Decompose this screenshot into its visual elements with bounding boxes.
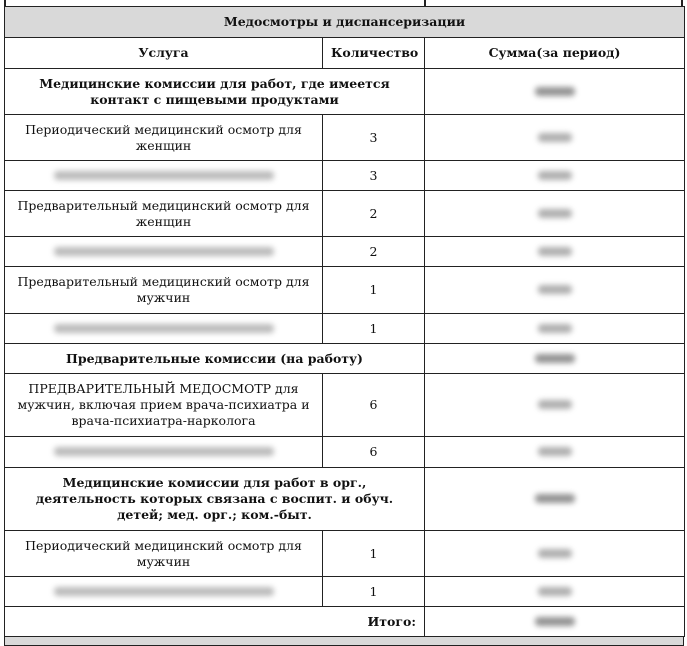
quantity-cell: 3 xyxy=(322,160,425,191)
table-row: 2 xyxy=(4,236,686,267)
sum-cell xyxy=(423,114,686,161)
quantity-cell: 1 xyxy=(322,313,425,344)
previous-table-edge xyxy=(4,0,683,6)
group-sum xyxy=(423,68,686,115)
redacted-sum xyxy=(537,447,572,456)
group-title: Медицинские комиссии для работ, где имее… xyxy=(4,68,425,115)
service-cell: Периодический медицинский осмотр для жен… xyxy=(4,114,323,161)
table-row: Предварительный медицинский осмотр для ж… xyxy=(4,190,686,237)
table-row: Периодический медицинский осмотр для муж… xyxy=(4,530,686,577)
group-sum xyxy=(423,343,686,374)
sum-cell xyxy=(423,530,686,577)
total-label: Итого: xyxy=(4,606,425,637)
sum-cell xyxy=(423,576,686,607)
redacted-sum xyxy=(537,246,572,256)
column-header-quantity: Количество xyxy=(322,37,425,69)
sum-cell xyxy=(423,313,686,344)
service-cell xyxy=(4,160,323,191)
redacted-sum xyxy=(537,132,572,142)
medical-services-table: Медосмотры и диспансеризации Услуга Коли… xyxy=(3,6,686,637)
redacted-name xyxy=(53,586,274,596)
table-row: 6 xyxy=(4,436,686,468)
redacted-name xyxy=(53,323,274,333)
service-cell xyxy=(4,576,323,607)
redacted-sum xyxy=(537,586,572,596)
group-sum xyxy=(423,467,686,531)
table-row: 1 xyxy=(4,313,686,344)
redacted-sum xyxy=(537,208,572,218)
next-section-edge xyxy=(4,636,684,646)
service-cell: Периодический медицинский осмотр для муж… xyxy=(4,530,323,577)
quantity-cell: 2 xyxy=(322,236,425,267)
sum-cell xyxy=(423,236,686,267)
redacted-sum xyxy=(534,86,575,96)
redacted-name xyxy=(53,447,274,456)
service-cell xyxy=(4,313,323,344)
table-row: 1 xyxy=(4,576,686,607)
quantity-cell: 3 xyxy=(322,114,425,161)
redacted-name xyxy=(53,246,274,256)
redacted-name xyxy=(53,170,274,180)
quantity-cell: 6 xyxy=(322,436,425,468)
column-header-service: Услуга xyxy=(4,37,323,69)
column-header-sum: Сумма(за период) xyxy=(423,37,686,69)
total-sum xyxy=(423,606,686,637)
group-row: Предварительные комиссии (на работу) xyxy=(4,343,686,374)
redacted-sum xyxy=(537,548,572,558)
table-row: ПРЕДВАРИТЕЛЬНЫЙ МЕДОСМОТР для мужчин, вк… xyxy=(4,373,686,437)
redacted-sum xyxy=(537,400,572,409)
quantity-cell: 2 xyxy=(322,190,425,237)
service-cell: Предварительный медицинский осмотр для ж… xyxy=(4,190,323,237)
sum-cell xyxy=(423,160,686,191)
sum-cell xyxy=(423,266,686,314)
quantity-cell: 1 xyxy=(322,530,425,577)
redacted-sum xyxy=(537,170,572,180)
redacted-sum xyxy=(534,494,575,503)
quantity-cell: 1 xyxy=(322,576,425,607)
group-row: Медицинские комиссии для работ, где имее… xyxy=(4,68,686,115)
table-row: Периодический медицинский осмотр для жен… xyxy=(4,114,686,161)
group-row: Медицинские комиссии для работ в орг., д… xyxy=(4,467,686,531)
table-row: Предварительный медицинский осмотр для м… xyxy=(4,266,686,314)
redacted-sum xyxy=(534,616,575,626)
column-headers: Услуга Количество Сумма(за период) xyxy=(4,37,686,69)
service-cell: Предварительный медицинский осмотр для м… xyxy=(4,266,323,314)
sum-cell xyxy=(423,373,686,437)
redacted-sum xyxy=(537,285,572,294)
redacted-sum xyxy=(537,323,572,333)
redacted-sum xyxy=(534,353,575,363)
total-row: Итого: xyxy=(4,606,686,637)
section-header: Медосмотры и диспансеризации xyxy=(3,6,686,38)
group-title: Предварительные комиссии (на работу) xyxy=(4,343,425,374)
group-title: Медицинские комиссии для работ в орг., д… xyxy=(4,467,425,531)
quantity-cell: 6 xyxy=(322,373,425,437)
service-cell xyxy=(4,236,323,267)
service-cell: ПРЕДВАРИТЕЛЬНЫЙ МЕДОСМОТР для мужчин, вк… xyxy=(4,373,323,437)
quantity-cell: 1 xyxy=(322,266,425,314)
sum-cell xyxy=(423,436,686,468)
table-row: 3 xyxy=(4,160,686,191)
sum-cell xyxy=(423,190,686,237)
service-cell xyxy=(4,436,323,468)
section-title: Медосмотры и диспансеризации xyxy=(3,6,686,38)
